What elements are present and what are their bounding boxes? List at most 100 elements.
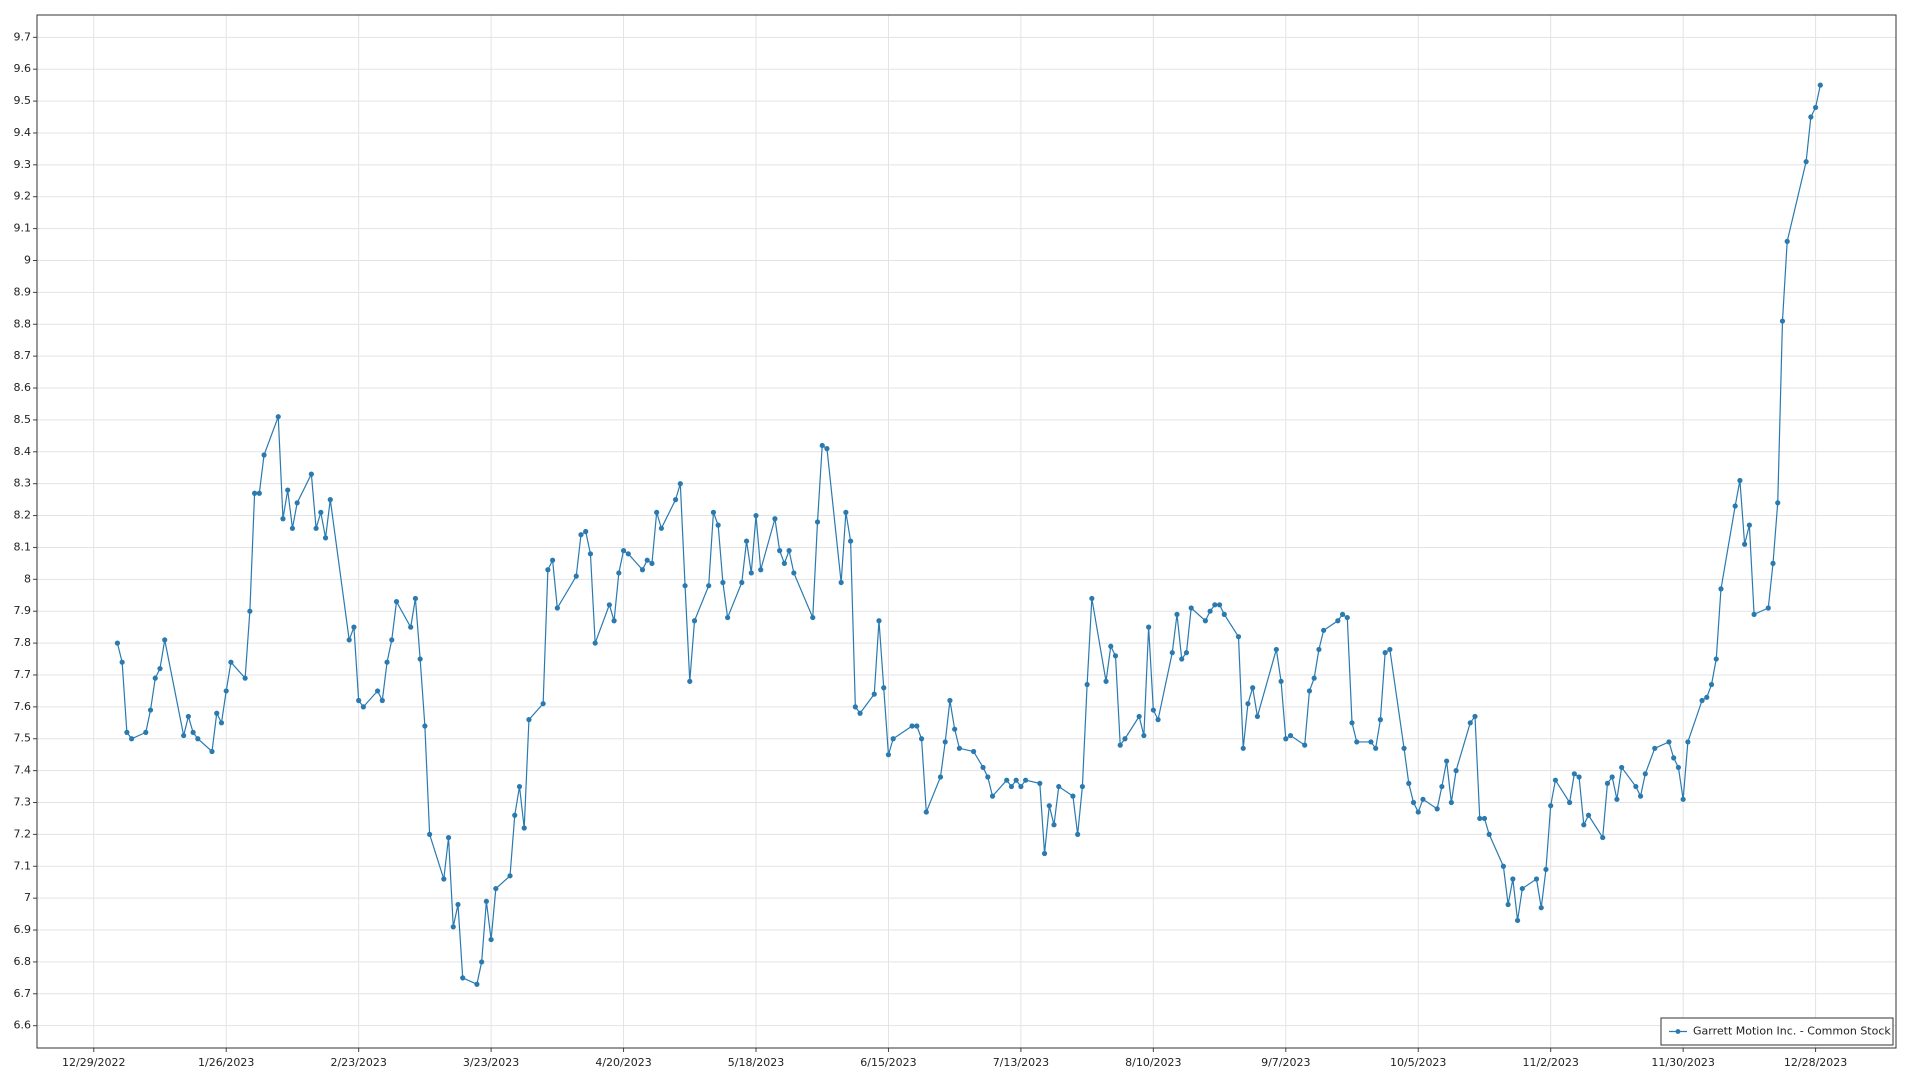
data-point (1316, 646, 1322, 653)
data-point (488, 936, 494, 943)
data-point (923, 809, 929, 815)
y-tick-label: 7.9 (14, 604, 32, 617)
data-point (389, 637, 395, 643)
data-point (1283, 736, 1289, 742)
data-point (677, 481, 683, 487)
series-line (116, 85, 1821, 986)
data-point (1278, 678, 1284, 684)
data-point (308, 471, 314, 477)
x-tick-label: 5/18/2023 (728, 1056, 784, 1069)
data-point (1406, 780, 1412, 786)
data-point (1207, 608, 1213, 614)
data-point (956, 745, 963, 751)
data-point (1685, 739, 1691, 745)
data-point (1169, 650, 1175, 656)
data-point (393, 599, 400, 605)
y-tick-label: 9.1 (14, 222, 32, 235)
data-point (1018, 783, 1024, 790)
data-point (327, 497, 333, 503)
data-point (1576, 774, 1582, 780)
data-point (162, 637, 168, 643)
y-tick-label: 9.3 (14, 158, 32, 171)
data-point (450, 924, 456, 930)
data-point (512, 812, 518, 818)
data-point (1415, 809, 1421, 815)
data-point (1321, 627, 1327, 633)
data-point (1254, 713, 1261, 720)
data-point (422, 723, 428, 729)
data-point (578, 532, 584, 538)
y-tick-label: 8 (24, 572, 31, 585)
data-point (1212, 602, 1218, 608)
data-point (1221, 611, 1227, 617)
x-tick-label: 11/2/2023 (1522, 1056, 1578, 1069)
data-point (289, 525, 296, 531)
x-tick-label: 1/26/2023 (198, 1056, 254, 1069)
data-point (242, 675, 248, 681)
data-point (1614, 796, 1620, 802)
data-point (1146, 624, 1152, 630)
data-point (1013, 777, 1019, 783)
data-point (1675, 764, 1682, 771)
data-point (682, 583, 688, 589)
data-point (1339, 611, 1346, 617)
data-point (970, 748, 977, 755)
data-point (573, 573, 579, 579)
y-tick-label: 8.6 (14, 381, 32, 394)
data-point (1585, 812, 1592, 818)
y-tick-label: 8.4 (14, 445, 32, 458)
data-point (455, 901, 461, 908)
data-point (441, 876, 447, 882)
data-point (408, 624, 414, 630)
data-point (1519, 885, 1525, 892)
data-point (1817, 82, 1823, 88)
y-tick-label: 6.9 (14, 923, 32, 936)
data-point (1737, 477, 1743, 484)
data-point (1486, 831, 1492, 837)
data-point (181, 732, 187, 739)
data-point (256, 490, 262, 496)
data-point (781, 560, 787, 566)
data-point (890, 736, 896, 742)
data-point (474, 981, 480, 987)
data-point (374, 688, 381, 694)
data-point (942, 739, 948, 745)
data-point (1467, 720, 1473, 726)
data-point (545, 567, 551, 573)
data-point (654, 509, 660, 515)
data-point (261, 452, 267, 458)
data-point (384, 659, 390, 665)
data-point (1718, 586, 1724, 592)
data-point (1079, 783, 1085, 790)
data-point (852, 704, 858, 710)
data-point (1004, 777, 1010, 783)
data-point (427, 831, 433, 837)
data-point (1089, 595, 1095, 602)
data-point (1680, 796, 1686, 802)
data-point (1803, 159, 1809, 165)
data-point (1514, 917, 1521, 924)
data-point (1046, 803, 1052, 809)
y-tick-label: 7.4 (14, 764, 32, 777)
data-point (952, 726, 958, 732)
data-point (1240, 745, 1246, 751)
y-tick-label: 7.7 (14, 668, 32, 681)
data-point (119, 659, 125, 665)
data-point (1287, 732, 1294, 739)
data-point (516, 783, 523, 790)
data-point (1245, 701, 1251, 707)
data-point (1056, 783, 1062, 790)
data-point (318, 509, 324, 515)
data-point (294, 500, 300, 506)
data-point (739, 579, 745, 586)
data-point (1041, 850, 1048, 857)
y-tick-label: 8.1 (14, 540, 32, 553)
data-point (876, 618, 882, 624)
data-point (1108, 643, 1114, 649)
data-point (1311, 675, 1317, 681)
data-point (351, 624, 357, 630)
y-tick-label: 9.2 (14, 190, 32, 203)
y-tick-label: 7.2 (14, 827, 32, 840)
data-point (1477, 815, 1483, 822)
